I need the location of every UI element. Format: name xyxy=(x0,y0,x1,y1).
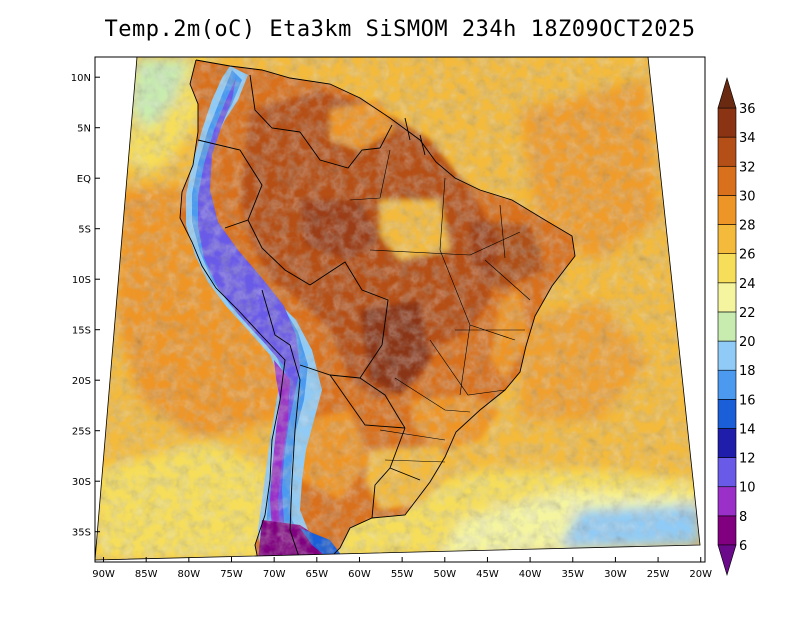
colorbar-segment xyxy=(717,136,737,167)
colorbar-segment xyxy=(717,165,737,196)
colorbar-segment xyxy=(717,311,737,342)
lon-tick-label: 50W xyxy=(433,569,456,580)
lat-tick-label: 10S xyxy=(72,275,91,286)
colorbar-segment xyxy=(717,457,737,488)
colorbar-level-label: 6 xyxy=(739,539,747,554)
lat-tick-label: 20S xyxy=(72,376,91,387)
lon-tick-label: 65W xyxy=(306,569,329,580)
colorbar-segment xyxy=(717,399,737,429)
lon-tick-label: 30W xyxy=(604,569,627,580)
political-boundaries xyxy=(179,59,576,560)
lat-tick-label: EQ xyxy=(77,174,91,185)
lat-tick-label: 10N xyxy=(71,73,91,84)
colorbar-segment xyxy=(717,282,737,313)
field-texture xyxy=(95,57,700,560)
border-brazil-uruguay xyxy=(389,467,421,481)
border-colombia-brazil-peru xyxy=(197,139,263,229)
border-guianas xyxy=(379,117,426,156)
lon-tick-label: 60W xyxy=(348,569,371,580)
colorbar-segment xyxy=(717,107,737,138)
colorbar-level-label: 18 xyxy=(739,364,756,379)
border-chile-argentina xyxy=(289,344,301,560)
colorbar-segment xyxy=(717,515,737,546)
colorbar-level-label: 20 xyxy=(739,335,756,350)
lon-tick-label: 70W xyxy=(263,569,286,580)
lon-tick-label: 40W xyxy=(519,569,542,580)
lon-tick-label: 75W xyxy=(220,569,243,580)
colorbar-segment xyxy=(717,369,737,400)
border-venezuela-brazil xyxy=(299,131,381,169)
border-brazil-paraguay-argentina xyxy=(359,377,406,429)
colorbar-segment xyxy=(717,340,737,371)
colorbar-level-label: 10 xyxy=(739,481,756,496)
lon-tick-label: 25W xyxy=(647,569,670,580)
lon-tick-label: 35W xyxy=(561,569,584,580)
colorbar-under-arrow xyxy=(717,544,737,577)
colorbar-segment xyxy=(717,486,737,517)
border-peru-brazil xyxy=(247,219,311,286)
colorbar-segment xyxy=(717,253,737,284)
colorbar-level-label: 8 xyxy=(739,510,747,525)
border-argentina-uruguay xyxy=(371,427,406,519)
colorbar-level-label: 26 xyxy=(739,248,756,263)
colorbar-level-label: 34 xyxy=(739,131,756,146)
border-peru-bolivia xyxy=(261,289,291,346)
latitude-axis: 10N 5N EQ 5S 10S 15S 20S 25S 30S 35S xyxy=(71,73,100,539)
colorbar-level-label: 22 xyxy=(739,306,756,321)
colorbar-level-label: 32 xyxy=(739,160,756,175)
lat-tick-label: 15S xyxy=(72,326,91,337)
colorbar-segment xyxy=(717,224,737,254)
lon-tick-label: 20W xyxy=(689,569,712,580)
border-paraguay-argentina xyxy=(329,374,406,429)
lat-tick-label: 30S xyxy=(72,477,91,488)
lon-tick-label: 90W xyxy=(92,569,115,580)
border-bolivia-brazil xyxy=(309,261,389,379)
colorbar-level-label: 14 xyxy=(739,422,756,437)
brazil-state-borders xyxy=(349,149,531,463)
lon-tick-label: 80W xyxy=(178,569,201,580)
lon-tick-label: 45W xyxy=(476,569,499,580)
colorbar-segment xyxy=(717,195,737,225)
colorbar-level-label: 16 xyxy=(739,393,756,408)
temperature-field xyxy=(95,57,700,560)
border-colombia-venezuela xyxy=(249,74,301,133)
colorbar-over-arrow xyxy=(717,76,737,109)
longitude-axis: 90W 85W 80W 75W 70W 65W 60W 55W 50W 45W 40W 35W 30W 2… xyxy=(92,557,712,580)
lat-tick-label: 35S xyxy=(72,528,91,539)
colorbar-segment xyxy=(717,428,737,458)
colorbar: 6 8 10 12 14 16 18 20 22 24 26 28 30 32 34 36 xyxy=(717,76,756,577)
axes-frame xyxy=(94,56,706,563)
colorbar-level-label: 24 xyxy=(739,277,756,292)
colorbar-level-label: 36 xyxy=(739,102,756,117)
colorbar-level-label: 12 xyxy=(739,452,756,467)
colorbar-level-label: 30 xyxy=(739,189,756,204)
lat-tick-label: 25S xyxy=(72,427,91,438)
lat-tick-label: 5S xyxy=(78,225,91,236)
plot-title: Temp.2m(oC) Eta3km SiSMOM 234h 18Z09OCT2… xyxy=(104,17,696,42)
colorbar-level-label: 28 xyxy=(739,219,756,234)
lon-tick-label: 85W xyxy=(135,569,158,580)
continent-coastline xyxy=(179,59,576,560)
lat-tick-label: 5N xyxy=(77,124,91,135)
lon-tick-label: 55W xyxy=(391,569,414,580)
